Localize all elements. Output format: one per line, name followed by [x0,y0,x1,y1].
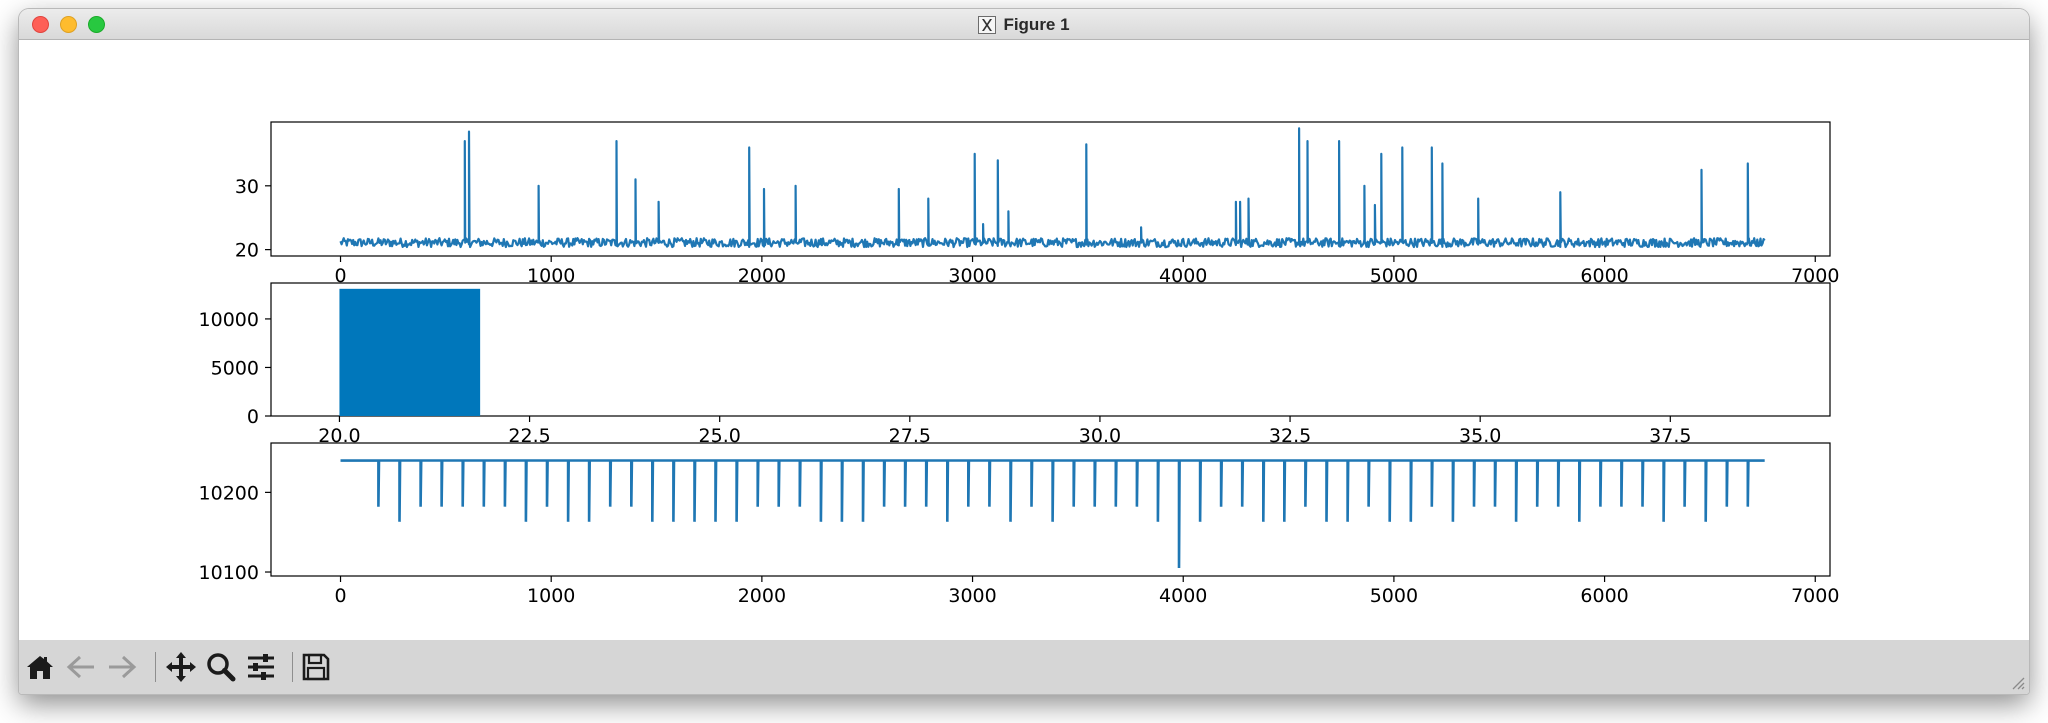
pan-button[interactable] [164,650,198,684]
axes-frame [270,442,1831,577]
x-tick-label: 3000 [948,265,996,287]
toolbar-separator [155,652,156,682]
close-button[interactable] [32,16,49,33]
resize-grip[interactable] [2009,674,2025,690]
configure-subplots-button[interactable] [244,650,278,684]
x-tick-label: 25.0 [699,425,741,447]
save-icon [302,653,330,681]
back-icon [66,655,94,679]
subplot-2: 20.0 22.5 25.0 27.5 30.0 32.5 35.0 37.5 0 5000 100… [199,282,1831,447]
x-tick-label: 6000 [1580,585,1628,607]
x-tick-label: 4000 [1159,585,1207,607]
x-tick-label: 4000 [1159,265,1207,287]
figure-canvas[interactable]: 0 1000 2000 3000 4000 5000 6000 7000 20 30 20.0 22.… [19,40,2029,640]
x-tick-label: 5000 [1370,585,1418,607]
figure-window: Figure 1 0 1000 2000 3000 4000 5000 6000 7000 20… [19,9,2029,694]
zoom-icon [207,653,236,682]
title-bar[interactable]: Figure 1 [19,9,2029,40]
pressure-series-line [340,459,1765,569]
x-tick-label: 2000 [738,265,786,287]
forward-icon [109,655,137,679]
x-tick-label: 1000 [527,265,575,287]
x-tick-label: 7000 [1791,585,1839,607]
x-tick-label: 32.5 [1269,425,1311,447]
axes-frame [270,121,1831,257]
x-tick-label: 22.5 [508,425,550,447]
x-tick-label: 20.0 [318,425,360,447]
home-button[interactable] [23,650,57,684]
home-icon [27,656,53,679]
x-tick-label: 0 [334,585,346,607]
axes-frame [270,282,1831,417]
zoom-button[interactable] [88,16,105,33]
subplot-1: 0 1000 2000 3000 4000 5000 6000 7000 20 30 [235,121,1839,287]
x-tick-label: 7000 [1791,265,1839,287]
y-tick-label: 10000 [199,309,259,331]
x-tick-label: 1000 [527,585,575,607]
navigation-toolbar [19,640,2029,694]
x-tick-label: 30.0 [1079,425,1121,447]
x-tick-label: 3000 [948,585,996,607]
save-button[interactable] [299,650,333,684]
x-tick-label: 2000 [738,585,786,607]
y-tick-label: 30 [235,176,259,198]
y-tick-label: 10100 [199,562,259,584]
x-tick-label: 5000 [1370,265,1418,287]
y-tick-label: 5000 [211,357,259,379]
x-tick-label: 35.0 [1459,425,1501,447]
y-tick-label: 20 [235,240,259,262]
x-tick-label: 37.5 [1649,425,1691,447]
y-tick-label: 10200 [199,482,259,504]
histogram-bar [339,288,481,416]
figure-svg: 0 1000 2000 3000 4000 5000 6000 7000 20 30 20.0 22.… [199,121,1839,607]
x-tick-label: 0 [334,265,346,287]
zoom-rect-button[interactable] [204,650,238,684]
back-button[interactable] [64,650,98,684]
x-tick-label: 6000 [1580,265,1628,287]
x-tick-label: 27.5 [889,425,931,447]
temperature-series-line [339,127,1766,249]
toolbar-separator [292,652,293,682]
configure-subplots-icon [248,654,274,680]
subplot-3: 0 1000 2000 3000 4000 5000 6000 7000 10100 10200 [199,442,1839,607]
pan-icon [166,652,196,682]
minimize-button[interactable] [60,16,77,33]
forward-button[interactable] [105,650,139,684]
x11-icon [978,16,997,34]
y-tick-label: 0 [247,406,259,428]
window-title: Figure 1 [1003,15,1070,34]
